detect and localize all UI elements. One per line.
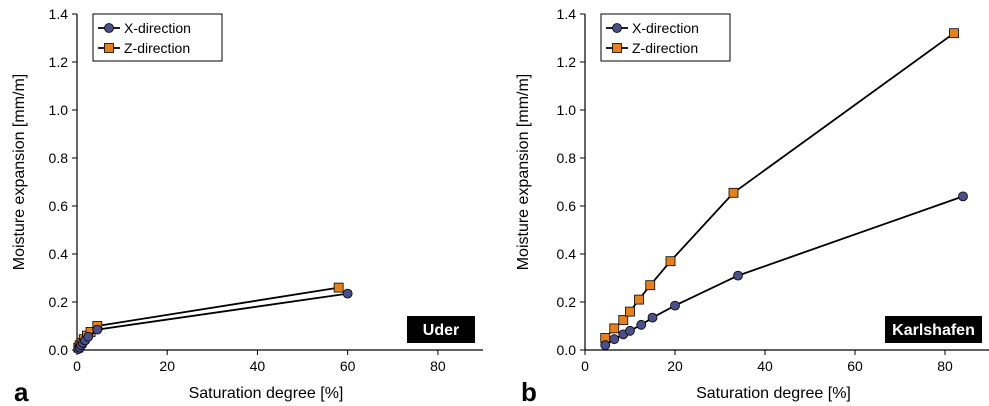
y-tick-label: 0.6 (557, 198, 577, 214)
data-point-z-direction (949, 28, 959, 39)
x-axis-label: Saturation degree [%] (696, 385, 851, 402)
x-tick-label: 60 (847, 358, 863, 374)
site-badge-label: Karlshafen (892, 322, 975, 339)
x-tick-label: 80 (937, 358, 953, 374)
x-tick-label: 40 (757, 358, 773, 374)
y-tick-label: 1.0 (557, 102, 577, 118)
legend: X-direction Z-direction (92, 13, 223, 62)
y-axis-label: Moisture expansion [mm/m] (515, 74, 532, 271)
y-tick-label: 1.0 (49, 102, 69, 118)
y-tick-label: 1.2 (49, 54, 69, 70)
y-tick-label: 1.4 (49, 6, 69, 22)
data-point-x-direction (600, 340, 611, 351)
data-point-z-direction (645, 280, 656, 291)
legend-box (92, 13, 223, 62)
x-axis-label: Saturation degree [%] (189, 385, 344, 402)
legend: X-direction Z-direction (600, 13, 731, 62)
y-tick-label: 0.2 (49, 294, 69, 310)
legend-entry-label: Z-direction (124, 40, 190, 56)
legend-marker-circle (104, 23, 114, 33)
data-point-x-direction (647, 312, 658, 323)
legend-entry-label: X-direction (124, 20, 191, 36)
y-tick-label: 0.4 (49, 246, 69, 262)
data-point-z-direction (728, 187, 739, 198)
y-tick-label: 1.4 (557, 6, 577, 22)
site-badge-label: Uder (423, 322, 459, 339)
data-point-x-direction (733, 270, 743, 281)
y-tick-label: 0.8 (557, 150, 577, 166)
y-tick-label: 1.2 (557, 54, 577, 70)
series-line-z-direction (604, 32, 955, 339)
x-tick-label: 60 (340, 358, 356, 374)
data-point-z-direction (665, 256, 676, 267)
y-tick-label: 0.0 (557, 342, 577, 358)
x-tick-label: 0 (73, 358, 81, 374)
chart-panel-a: 0.0 0.2 0.4 0.6 0.8 1.0 1.2 1.4 0 20 40 60 80 Saturat… (11, 6, 483, 406)
site-badge (407, 316, 475, 343)
y-tick-label: 0.0 (49, 342, 69, 358)
series-line-x-direction (77, 292, 348, 350)
x-tick-label: 20 (159, 358, 175, 374)
y-tick-label: 0.2 (557, 294, 577, 310)
data-point-x-direction (609, 334, 620, 345)
data-point-x-direction (83, 331, 94, 342)
data-point-x-direction (958, 191, 968, 202)
series-line-z-direction (77, 286, 339, 349)
y-tick-label: 0.4 (557, 246, 577, 262)
data-point-x-direction (625, 325, 635, 336)
legend-entry-label: Z-direction (632, 40, 698, 56)
data-point-z-direction (618, 315, 629, 325)
y-tick-label: 0.6 (49, 198, 69, 214)
data-point-x-direction (92, 324, 103, 335)
data-point-x-direction (670, 300, 680, 311)
data-point-z-direction (634, 294, 644, 305)
site-badge (885, 316, 982, 343)
y-tick-label: 0.8 (49, 150, 69, 166)
x-tick-label: 0 (581, 358, 589, 374)
x-tick-label: 40 (250, 358, 266, 374)
legend-marker-circle (612, 23, 622, 33)
legend-marker-square (612, 43, 622, 53)
y-axis-label: Moisture expansion [mm/m] (11, 74, 28, 271)
legend-marker-square (104, 43, 114, 53)
data-point-z-direction (333, 282, 344, 293)
x-tick-label: 80 (430, 358, 446, 374)
legend-entry-label: X-direction (632, 20, 699, 36)
data-point-z-direction (609, 323, 620, 334)
x-tick-label: 20 (667, 358, 683, 374)
legend-box (600, 13, 731, 62)
panel-label: b (521, 377, 537, 406)
chart-panel-b: 0.0 0.2 0.4 0.6 0.8 1.0 1.2 1.4 0 20 40 60 80 Saturat… (515, 6, 989, 406)
data-point-z-direction (625, 306, 635, 317)
panel-label: a (14, 377, 29, 406)
data-point-x-direction (636, 319, 647, 330)
data-point-x-direction (342, 288, 353, 299)
